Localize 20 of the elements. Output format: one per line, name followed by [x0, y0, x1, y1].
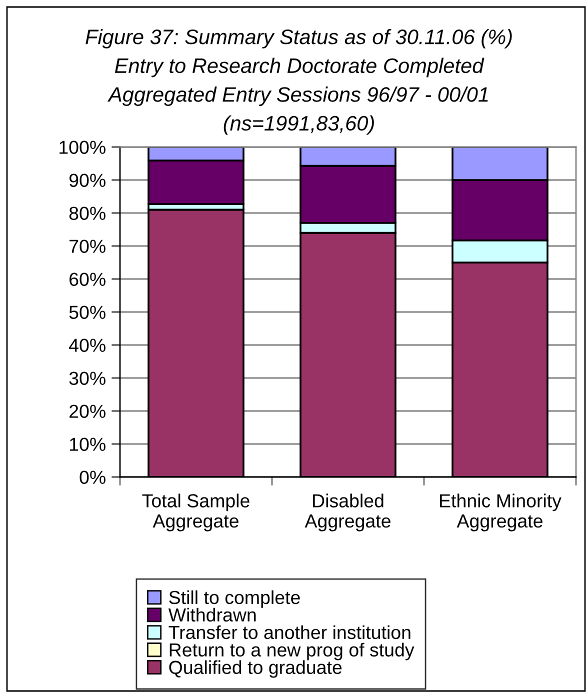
y-tick-label: 50% — [69, 306, 106, 319]
legend-label: Still to complete — [169, 590, 300, 608]
chart-title: Figure 37: Summary Status as of 30.11.06 (%) Entry to Research Doctorate Completed Aggregated Entry Sessions 96/97 - 00/01 (ns=1991,83,60) — [86, 29, 512, 135]
y-tick-label: 90% — [69, 174, 106, 187]
y-tick-label: 60% — [70, 272, 106, 286]
legend-label: Transfer to another institution — [168, 625, 410, 640]
legend-label: Withdrawn — [168, 608, 256, 622]
y-tick-label: 40% — [69, 338, 106, 352]
legend-label: Return to a new prog of study — [170, 642, 414, 660]
y-tick-label: 0% — [80, 470, 106, 484]
y-tick-label: 100% — [60, 140, 106, 154]
y-tick-label: 10% — [70, 438, 106, 451]
legend-label: Qualified to graduate — [169, 660, 342, 678]
x-tick-label: Ethnic Minority Aggregate — [440, 494, 562, 532]
x-tick-label: Disabled Aggregate — [304, 494, 390, 532]
y-tick-label: 70% — [70, 240, 106, 253]
y-tick-label: 80% — [69, 206, 106, 220]
y-tick-label: 30% — [69, 372, 106, 385]
x-tick-label: Total Sample Aggregate — [142, 494, 250, 532]
y-tick-label: 20% — [70, 404, 106, 418]
